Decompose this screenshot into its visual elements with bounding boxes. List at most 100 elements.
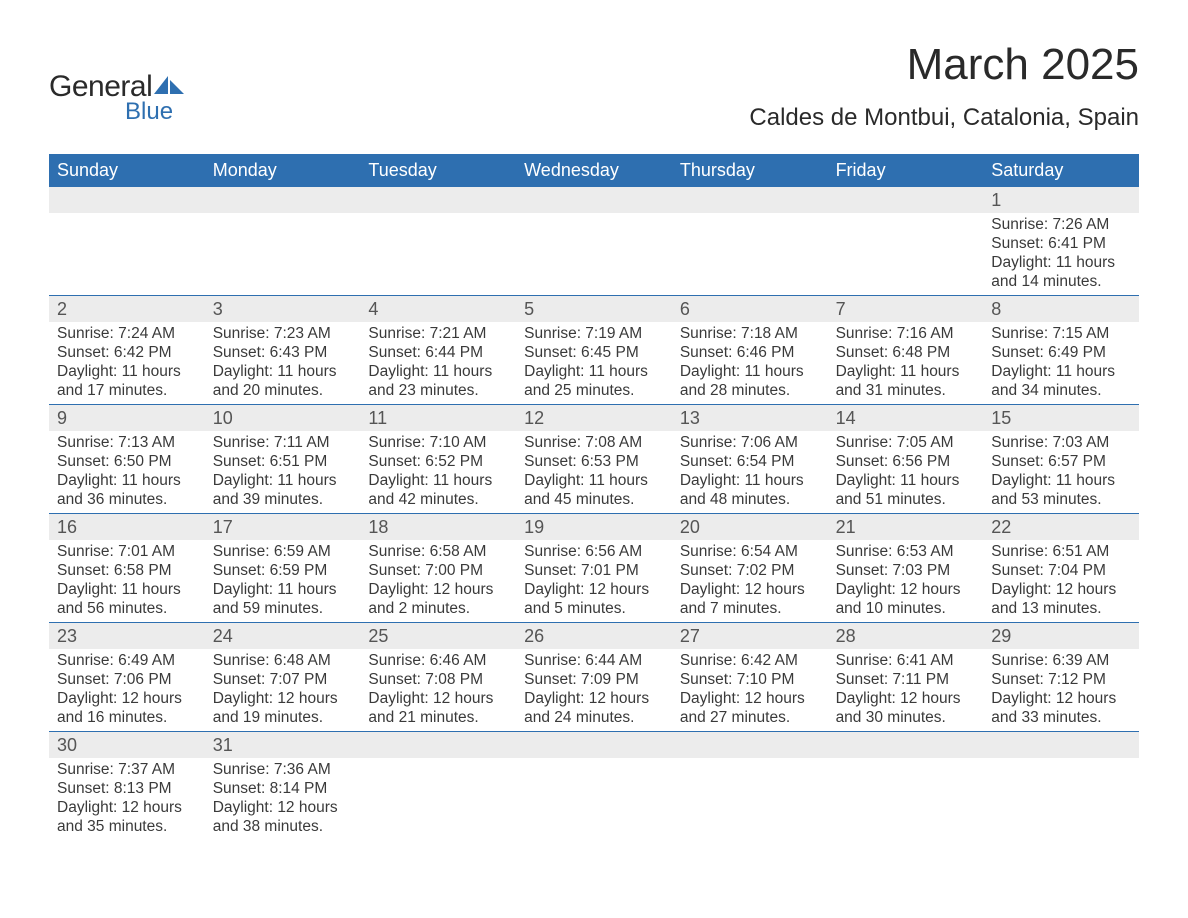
day-d1: Daylight: 11 hours (836, 362, 976, 381)
dayhead-monday: Monday (205, 154, 361, 187)
day-number-cell (672, 731, 828, 758)
day-d1: Daylight: 11 hours (213, 471, 353, 490)
day-number-cell (983, 731, 1139, 758)
day-number-cell: 24 (205, 622, 361, 649)
day-data-cell: Sunrise: 7:16 AMSunset: 6:48 PMDaylight:… (828, 322, 984, 404)
day-sunset: Sunset: 6:45 PM (524, 343, 664, 362)
day-number-cell: 28 (828, 622, 984, 649)
day-d2: and 16 minutes. (57, 708, 197, 727)
day-d2: and 28 minutes. (680, 381, 820, 400)
day-sunset: Sunset: 6:52 PM (368, 452, 508, 471)
day-sunset: Sunset: 7:02 PM (680, 561, 820, 580)
day-d1: Daylight: 12 hours (213, 798, 353, 817)
day-sunset: Sunset: 6:43 PM (213, 343, 353, 362)
day-sunset: Sunset: 6:48 PM (836, 343, 976, 362)
day-data-cell: Sunrise: 7:13 AMSunset: 6:50 PMDaylight:… (49, 431, 205, 513)
day-data-cell: Sunrise: 7:19 AMSunset: 6:45 PMDaylight:… (516, 322, 672, 404)
day-number-cell: 22 (983, 513, 1139, 540)
day-number-cell: 8 (983, 295, 1139, 322)
day-data-cell: Sunrise: 6:39 AMSunset: 7:12 PMDaylight:… (983, 649, 1139, 731)
day-d2: and 34 minutes. (991, 381, 1131, 400)
logo-text-blue: Blue (125, 98, 173, 126)
day-sunset: Sunset: 6:58 PM (57, 561, 197, 580)
day-sunrise: Sunrise: 7:03 AM (991, 433, 1131, 452)
day-data-cell (672, 758, 828, 840)
day-sunset: Sunset: 7:01 PM (524, 561, 664, 580)
day-data-cell (516, 213, 672, 295)
day-sunrise: Sunrise: 7:05 AM (836, 433, 976, 452)
day-data-cell: Sunrise: 6:46 AMSunset: 7:08 PMDaylight:… (360, 649, 516, 731)
day-d1: Daylight: 12 hours (680, 580, 820, 599)
day-d2: and 27 minutes. (680, 708, 820, 727)
day-number-cell: 25 (360, 622, 516, 649)
day-d1: Daylight: 11 hours (57, 580, 197, 599)
day-number-cell: 14 (828, 404, 984, 431)
day-data-cell: Sunrise: 7:36 AMSunset: 8:14 PMDaylight:… (205, 758, 361, 840)
day-sunset: Sunset: 7:09 PM (524, 670, 664, 689)
day-d1: Daylight: 12 hours (836, 689, 976, 708)
day-data-cell: Sunrise: 7:08 AMSunset: 6:53 PMDaylight:… (516, 431, 672, 513)
day-d1: Daylight: 11 hours (991, 362, 1131, 381)
day-d2: and 2 minutes. (368, 599, 508, 618)
day-d2: and 14 minutes. (991, 272, 1131, 291)
day-sunrise: Sunrise: 7:16 AM (836, 324, 976, 343)
day-number-cell: 7 (828, 295, 984, 322)
day-sunset: Sunset: 6:41 PM (991, 234, 1131, 253)
day-number-cell (828, 731, 984, 758)
calendar-header-row: Sunday Monday Tuesday Wednesday Thursday… (49, 154, 1139, 187)
day-d2: and 25 minutes. (524, 381, 664, 400)
day-sunrise: Sunrise: 7:08 AM (524, 433, 664, 452)
day-d1: Daylight: 12 hours (991, 580, 1131, 599)
day-d2: and 31 minutes. (836, 381, 976, 400)
day-d1: Daylight: 12 hours (991, 689, 1131, 708)
day-number-cell: 23 (49, 622, 205, 649)
day-data-cell: Sunrise: 6:53 AMSunset: 7:03 PMDaylight:… (828, 540, 984, 622)
day-sunrise: Sunrise: 7:10 AM (368, 433, 508, 452)
day-d1: Daylight: 12 hours (57, 689, 197, 708)
logo: General Blue (49, 40, 184, 126)
day-number-cell: 6 (672, 295, 828, 322)
day-number-cell (828, 187, 984, 213)
day-data-cell (983, 758, 1139, 840)
day-sunrise: Sunrise: 6:48 AM (213, 651, 353, 670)
day-d1: Daylight: 12 hours (524, 689, 664, 708)
day-sunrise: Sunrise: 7:19 AM (524, 324, 664, 343)
day-sunset: Sunset: 6:53 PM (524, 452, 664, 471)
day-data-cell: Sunrise: 7:03 AMSunset: 6:57 PMDaylight:… (983, 431, 1139, 513)
day-sunset: Sunset: 7:11 PM (836, 670, 976, 689)
logo-sail-icon (154, 74, 184, 96)
day-sunset: Sunset: 7:12 PM (991, 670, 1131, 689)
day-d2: and 17 minutes. (57, 381, 197, 400)
day-d1: Daylight: 11 hours (213, 580, 353, 599)
day-number-cell: 4 (360, 295, 516, 322)
day-number-cell: 17 (205, 513, 361, 540)
day-d2: and 20 minutes. (213, 381, 353, 400)
day-sunset: Sunset: 7:00 PM (368, 561, 508, 580)
day-d1: Daylight: 11 hours (368, 362, 508, 381)
day-data-cell: Sunrise: 7:21 AMSunset: 6:44 PMDaylight:… (360, 322, 516, 404)
day-sunset: Sunset: 8:13 PM (57, 779, 197, 798)
day-data-cell (49, 213, 205, 295)
day-d1: Daylight: 11 hours (991, 253, 1131, 272)
day-d2: and 42 minutes. (368, 490, 508, 509)
day-d2: and 23 minutes. (368, 381, 508, 400)
day-data-cell: Sunrise: 6:44 AMSunset: 7:09 PMDaylight:… (516, 649, 672, 731)
day-d1: Daylight: 11 hours (680, 471, 820, 490)
day-d1: Daylight: 12 hours (213, 689, 353, 708)
day-d1: Daylight: 12 hours (57, 798, 197, 817)
day-sunrise: Sunrise: 7:01 AM (57, 542, 197, 561)
day-sunrise: Sunrise: 7:24 AM (57, 324, 197, 343)
day-d2: and 56 minutes. (57, 599, 197, 618)
day-number-cell: 2 (49, 295, 205, 322)
day-number-cell: 27 (672, 622, 828, 649)
day-sunrise: Sunrise: 7:15 AM (991, 324, 1131, 343)
day-d2: and 19 minutes. (213, 708, 353, 727)
day-sunset: Sunset: 6:56 PM (836, 452, 976, 471)
day-number-cell: 20 (672, 513, 828, 540)
day-d2: and 36 minutes. (57, 490, 197, 509)
day-sunset: Sunset: 7:08 PM (368, 670, 508, 689)
day-data-cell: Sunrise: 7:10 AMSunset: 6:52 PMDaylight:… (360, 431, 516, 513)
day-d1: Daylight: 11 hours (213, 362, 353, 381)
day-d2: and 30 minutes. (836, 708, 976, 727)
day-number-cell: 12 (516, 404, 672, 431)
